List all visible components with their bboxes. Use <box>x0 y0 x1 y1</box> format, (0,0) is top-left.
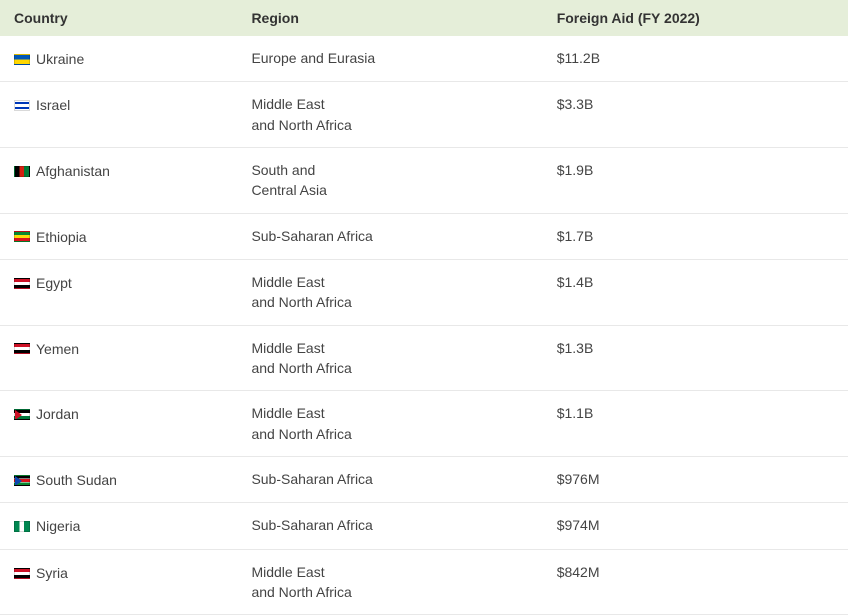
southsudan-flag-icon <box>14 475 30 486</box>
table-header-row: Country Region Foreign Aid (FY 2022) <box>0 0 848 36</box>
cell-aid: $842M <box>543 549 848 615</box>
cell-aid: $1.3B <box>543 325 848 391</box>
foreign-aid-table: Country Region Foreign Aid (FY 2022) Ukr… <box>0 0 848 615</box>
cell-region: Middle East and North Africa <box>237 549 542 615</box>
country-name: Jordan <box>36 406 79 422</box>
ethiopia-flag-icon <box>14 231 30 242</box>
table-row: Afghanistan South and Central Asia$1.9B <box>0 148 848 214</box>
table-row: Egypt Middle East and North Africa$1.4B <box>0 260 848 326</box>
table-row: South Sudan Sub-Saharan Africa$976M <box>0 456 848 502</box>
country-name: Syria <box>36 565 68 581</box>
cell-country: Nigeria <box>0 503 237 549</box>
cell-country: Yemen <box>0 325 237 391</box>
cell-region: Middle East and North Africa <box>237 391 542 457</box>
country-name: Israel <box>36 98 70 114</box>
country-name: South Sudan <box>36 472 117 488</box>
cell-country: Egypt <box>0 260 237 326</box>
afghanistan-flag-icon <box>14 166 30 177</box>
col-header-region: Region <box>237 0 542 36</box>
country-name: Ethiopia <box>36 229 87 245</box>
table-row: Ukraine Europe and Eurasia$11.2B <box>0 36 848 82</box>
country-name: Nigeria <box>36 518 80 534</box>
cell-aid: $1.4B <box>543 260 848 326</box>
cell-aid: $976M <box>543 456 848 502</box>
cell-country: Ethiopia <box>0 213 237 259</box>
cell-aid: $1.7B <box>543 213 848 259</box>
cell-country: Israel <box>0 82 237 148</box>
cell-region: Sub-Saharan Africa <box>237 456 542 502</box>
cell-region: Europe and Eurasia <box>237 36 542 82</box>
syria-flag-icon <box>14 568 30 579</box>
cell-region: Sub-Saharan Africa <box>237 503 542 549</box>
cell-country: Afghanistan <box>0 148 237 214</box>
cell-region: Middle East and North Africa <box>237 260 542 326</box>
cell-country: Syria <box>0 549 237 615</box>
country-name: Egypt <box>36 275 72 291</box>
col-header-aid: Foreign Aid (FY 2022) <box>543 0 848 36</box>
table-row: Jordan Middle East and North Africa$1.1B <box>0 391 848 457</box>
egypt-flag-icon <box>14 278 30 289</box>
cell-aid: $1.1B <box>543 391 848 457</box>
cell-aid: $1.9B <box>543 148 848 214</box>
cell-aid: $974M <box>543 503 848 549</box>
table-row: Israel Middle East and North Africa$3.3B <box>0 82 848 148</box>
cell-aid: $11.2B <box>543 36 848 82</box>
country-name: Ukraine <box>36 51 84 67</box>
jordan-flag-icon <box>14 409 30 420</box>
col-header-country: Country <box>0 0 237 36</box>
country-name: Yemen <box>36 341 79 357</box>
cell-country: Ukraine <box>0 36 237 82</box>
cell-country: South Sudan <box>0 456 237 502</box>
table-row: Syria Middle East and North Africa$842M <box>0 549 848 615</box>
ukraine-flag-icon <box>14 54 30 65</box>
country-name: Afghanistan <box>36 163 110 179</box>
cell-region: Middle East and North Africa <box>237 82 542 148</box>
yemen-flag-icon <box>14 343 30 354</box>
israel-flag-icon <box>14 100 30 111</box>
table-row: Ethiopia Sub-Saharan Africa$1.7B <box>0 213 848 259</box>
cell-aid: $3.3B <box>543 82 848 148</box>
cell-country: Jordan <box>0 391 237 457</box>
table-row: Yemen Middle East and North Africa$1.3B <box>0 325 848 391</box>
cell-region: Middle East and North Africa <box>237 325 542 391</box>
nigeria-flag-icon <box>14 521 30 532</box>
cell-region: South and Central Asia <box>237 148 542 214</box>
table-body: Ukraine Europe and Eurasia$11.2B Israel Mid… <box>0 36 848 615</box>
table-row: Nigeria Sub-Saharan Africa$974M <box>0 503 848 549</box>
cell-region: Sub-Saharan Africa <box>237 213 542 259</box>
